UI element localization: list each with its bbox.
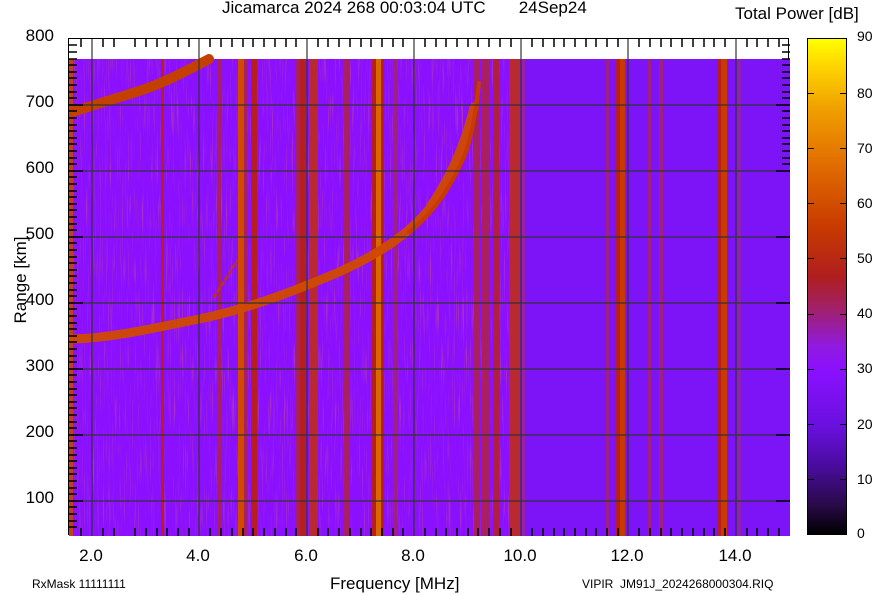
colorbar-tick-80: 80 bbox=[857, 85, 873, 101]
x-tick-14: 14.0 bbox=[718, 546, 752, 565]
x-tick-4: 4.0 bbox=[186, 546, 210, 565]
colorbar-tick-20: 20 bbox=[857, 416, 873, 432]
interference-bands bbox=[69, 59, 741, 536]
y-tick-600: 600 bbox=[25, 158, 54, 177]
y-tick-700: 700 bbox=[25, 92, 54, 111]
chart-title: Jicamarca 2024 268 00:03:04 UTC 24Sep24 bbox=[222, 0, 587, 17]
heatmap-canvas bbox=[69, 39, 790, 536]
x-tick-6: 6.0 bbox=[294, 546, 318, 565]
y-tick-800: 800 bbox=[25, 26, 54, 45]
echo-traces bbox=[69, 54, 481, 344]
colorbar-tick-10: 10 bbox=[857, 471, 873, 487]
colorbar-tick-70: 70 bbox=[857, 140, 873, 156]
colorbar-tick-50: 50 bbox=[857, 250, 873, 266]
colorbar-tick-60: 60 bbox=[857, 195, 873, 211]
filename-label: VIPIR JM91J_2024268000304.RIQ bbox=[582, 577, 774, 591]
axis-ticks bbox=[69, 39, 790, 536]
rxmask-label: RxMask 11111111 bbox=[32, 577, 126, 591]
colorbar-tick-40: 40 bbox=[857, 305, 873, 321]
y-tick-200: 200 bbox=[25, 422, 54, 441]
grid bbox=[69, 39, 790, 536]
x-tick-12: 12.0 bbox=[610, 546, 644, 565]
ionogram-plot bbox=[68, 38, 790, 536]
colorbar-title: Total Power [dB] bbox=[735, 4, 859, 23]
colorbar bbox=[807, 38, 847, 535]
colorbar-tick-30: 30 bbox=[857, 360, 873, 376]
y-tick-500: 500 bbox=[25, 224, 54, 243]
x-tick-8: 8.0 bbox=[401, 546, 425, 565]
x-tick-2: 2.0 bbox=[79, 546, 103, 565]
colorbar-tick-90: 90 bbox=[857, 28, 873, 44]
colorbar-tick-0: 0 bbox=[857, 525, 865, 541]
y-tick-100: 100 bbox=[25, 488, 54, 507]
y-tick-400: 400 bbox=[25, 290, 54, 309]
x-axis-label: Frequency [MHz] bbox=[330, 574, 460, 593]
y-axis-label: Range [km] bbox=[11, 236, 30, 324]
y-tick-300: 300 bbox=[25, 356, 54, 375]
x-tick-10: 10.0 bbox=[503, 546, 537, 565]
